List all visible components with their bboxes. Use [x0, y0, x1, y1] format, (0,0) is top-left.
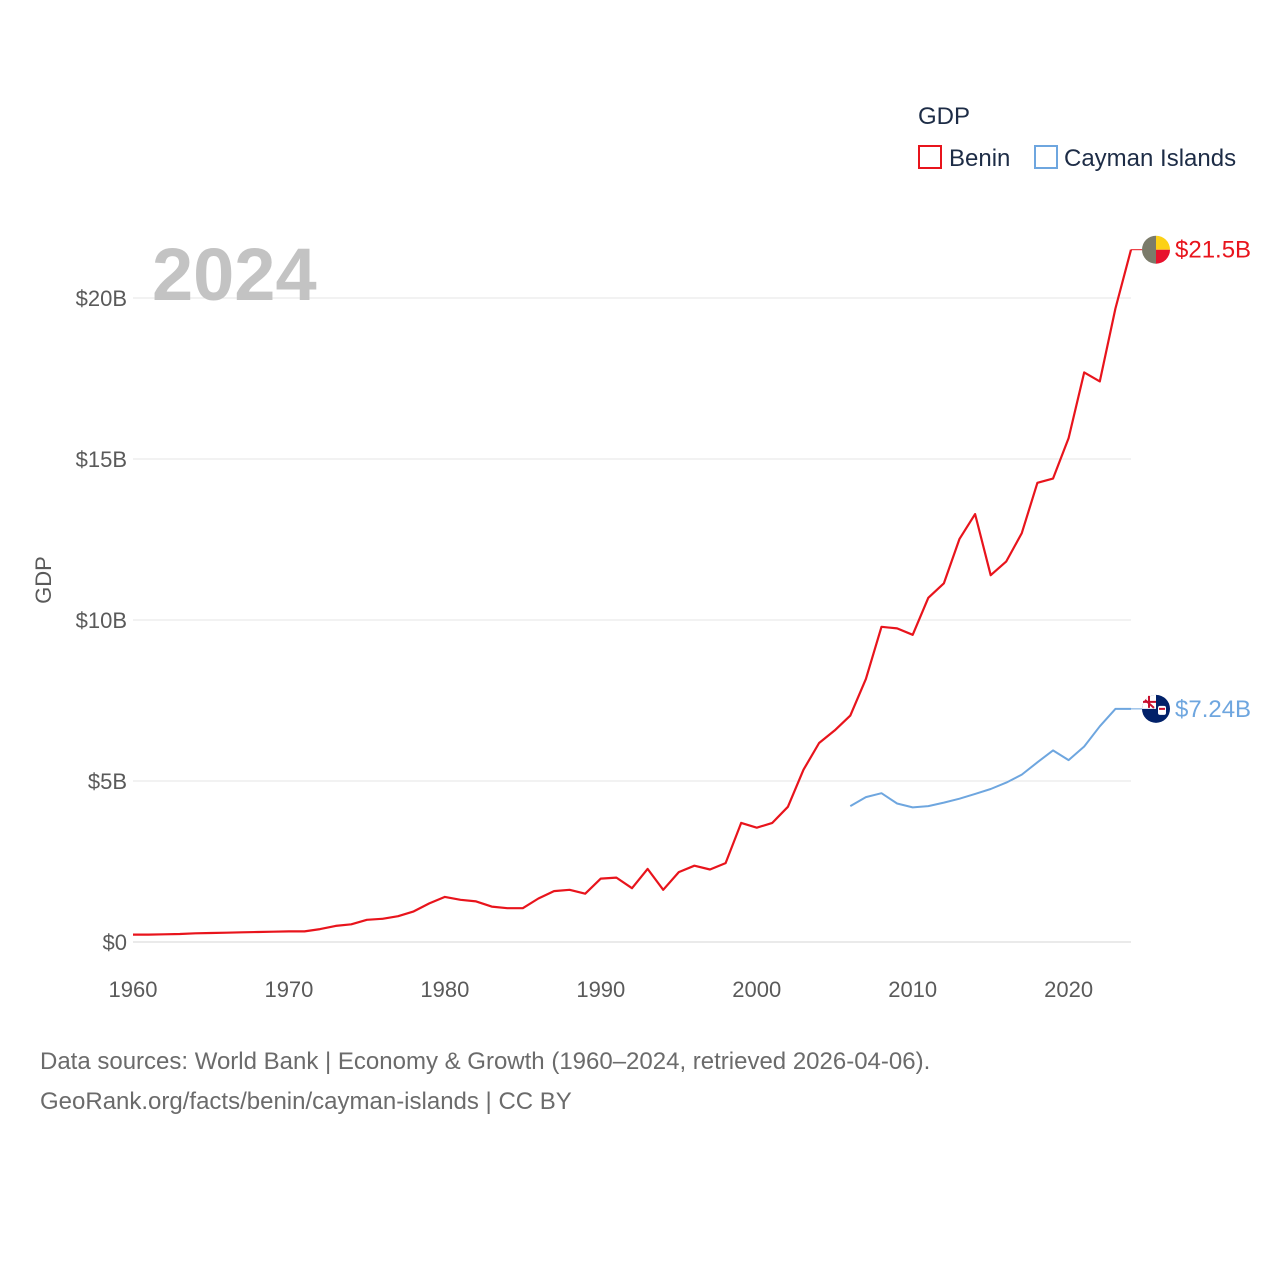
x-tick-label: 1970 — [264, 977, 313, 1002]
footer: Data sources: World Bank | Economy & Gro… — [40, 1042, 930, 1122]
gridlines — [133, 297, 1131, 943]
legend-label-cayman-islands: Cayman Islands — [1064, 145, 1236, 172]
x-tick-label: 2000 — [732, 977, 781, 1002]
legend-swatch-benin — [918, 145, 942, 169]
legend-label-benin: Benin — [949, 145, 1010, 172]
end-value-label-benin: $21.5B — [1175, 237, 1251, 264]
y-tick-label: $5B — [88, 769, 127, 794]
series-line-cayman-islands — [849, 707, 1131, 809]
series-lines — [133, 249, 1133, 936]
benin-flag-icon — [1142, 235, 1170, 264]
current-year-label: 2024 — [152, 233, 317, 316]
x-tick-label: 2010 — [888, 977, 937, 1002]
legend-swatch-cayman-islands — [1034, 145, 1058, 169]
y-tick-label: $0 — [103, 930, 127, 955]
x-tick-label: 1960 — [109, 977, 158, 1002]
x-tick-label: 1990 — [576, 977, 625, 1002]
end-markers: $21.5B $7.24B — [1131, 235, 1251, 723]
y-tick-label: $10B — [76, 608, 127, 633]
y-tick-label: $15B — [76, 447, 127, 472]
x-axis-ticks: 1960 1970 1980 1990 2000 2010 2020 — [109, 977, 1094, 1002]
legend[interactable]: GDP Benin Cayman Islands — [918, 103, 1236, 172]
y-axis-ticks: $0 $5B $10B $15B $20B — [76, 286, 127, 955]
source-url-link[interactable]: GeoRank.org/facts/benin/cayman-islands |… — [40, 1088, 572, 1115]
cayman-islands-flag-icon — [1142, 694, 1170, 723]
series-line-benin — [133, 249, 1133, 936]
legend-item-benin[interactable]: Benin — [918, 145, 1010, 172]
legend-item-cayman-islands[interactable]: Cayman Islands — [1034, 145, 1236, 172]
end-value-label-cayman-islands: $7.24B — [1175, 696, 1251, 723]
x-tick-label: 2020 — [1044, 977, 1093, 1002]
x-tick-label: 1980 — [420, 977, 469, 1002]
y-axis-title: GDP — [31, 556, 56, 604]
y-tick-label: $20B — [76, 286, 127, 311]
legend-title: GDP — [918, 103, 970, 130]
data-sources-text: Data sources: World Bank | Economy & Gro… — [40, 1048, 931, 1075]
